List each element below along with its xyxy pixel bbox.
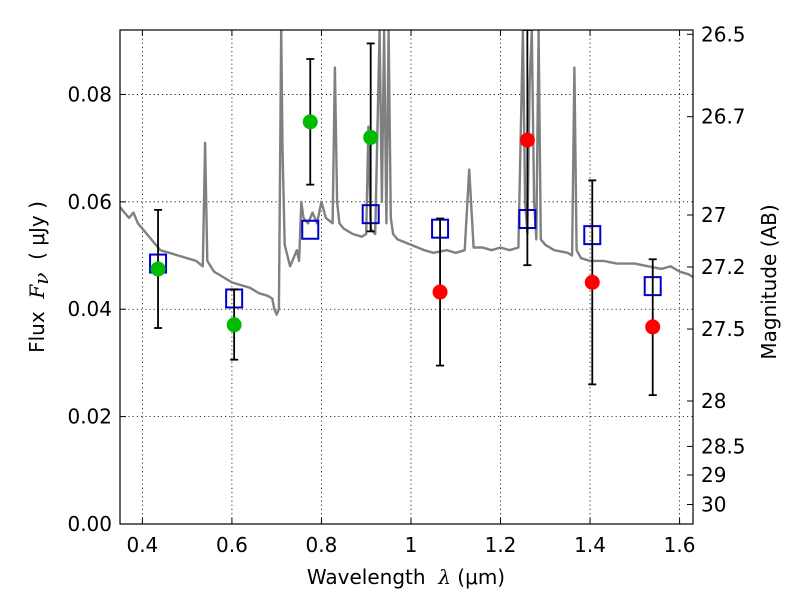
spectrum-line [120,30,693,316]
data-point [363,129,379,145]
y-right-tick-label: 27 [701,203,726,227]
model-point [301,219,320,240]
data-point [302,114,318,130]
x-tick-label: 0.6 [216,533,248,557]
plot-frame [119,29,694,525]
y-right-tick-label: 27.5 [701,317,746,341]
data-point [519,132,535,148]
data-point [226,317,242,333]
data-point [645,319,661,335]
y-axis-right-label: Magnitude (AB) [757,204,781,359]
y-right-tick-label: 27.2 [701,255,746,279]
y-right-tick-label: 29 [701,463,726,487]
y-tick-label: 0.04 [67,297,112,321]
data-point [150,261,166,277]
x-tick-label: 0.4 [126,533,158,557]
y-tick-label: 0.08 [67,82,112,106]
y-tick-label: 0.02 [67,405,112,429]
y-tick-label: 0.00 [67,512,112,536]
x-tick-label: 1.2 [485,533,517,557]
x-axis-label: Wavelength λ (μm) [307,565,505,589]
data-point [584,274,600,290]
y-axis-label: Flux Fν ( μJy ) [25,201,53,353]
y-right-tick-label: 28.5 [701,434,746,458]
x-tick-label: 1.6 [664,533,696,557]
x-tick-label: 1 [405,533,418,557]
data-point [432,284,448,300]
y-right-tick-label: 28 [701,389,726,413]
y-right-tick-label: 26.5 [701,22,746,46]
y-tick-label: 0.06 [67,190,112,214]
grid-lines [120,30,693,525]
x-tick-label: 0.8 [306,533,338,557]
y-right-tick-label: 30 [701,493,726,517]
axis-ticks: 0.4 0.6 0.8 1 1.2 1.4 1.6 0.00 0.02 0.04 0.06 0.08 2… [67,22,745,557]
y-right-tick-label: 26.7 [701,105,746,129]
x-tick-label: 1.4 [574,533,606,557]
plot-data [120,30,693,397]
